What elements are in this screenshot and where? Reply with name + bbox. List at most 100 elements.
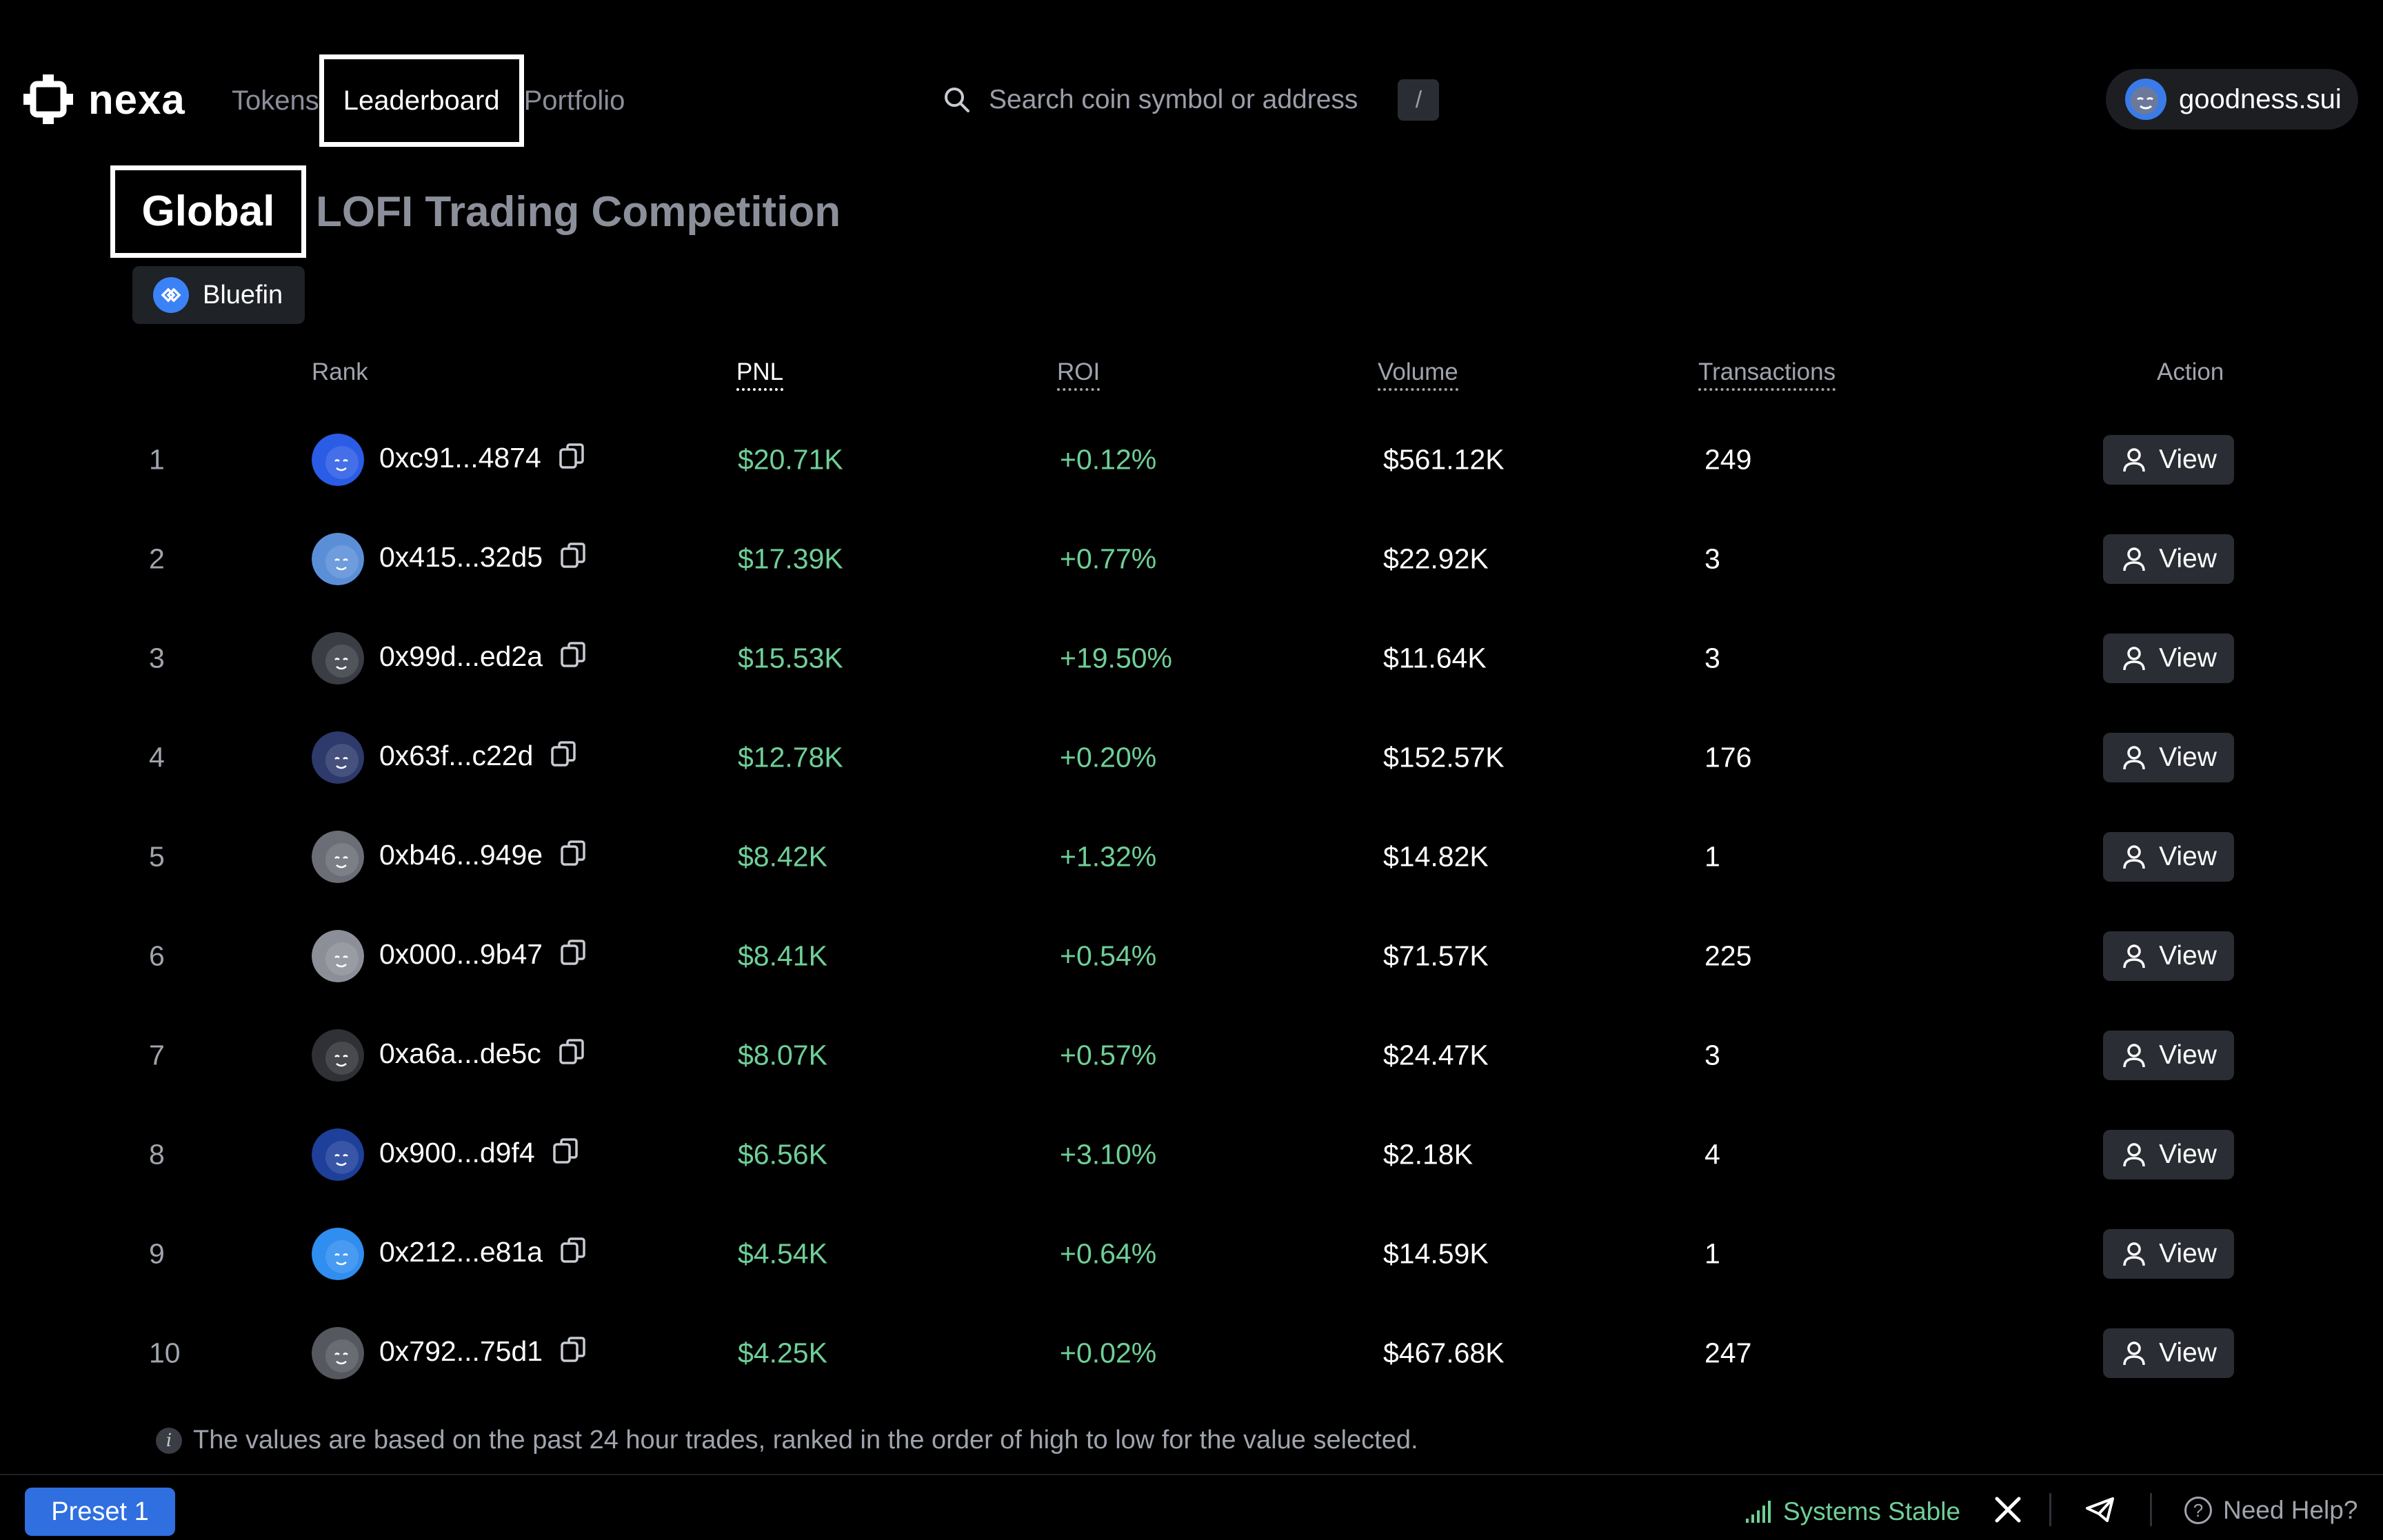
transactions-value: 225: [1705, 940, 1752, 972]
copy-icon[interactable]: [558, 838, 588, 869]
nav-leaderboard[interactable]: Leaderboard: [319, 54, 524, 147]
table-row: 5 0xb46...949e $8.42K +1.32% $14.82K 1 View: [0, 807, 2383, 906]
volume-value: $24.47K: [1383, 1039, 1489, 1071]
search-shortcut-key: /: [1398, 79, 1440, 121]
trader-address[interactable]: 0x212...e81a: [379, 1235, 588, 1273]
nav-portfolio[interactable]: Portfolio: [523, 85, 625, 116]
system-status-text: Systems Stable: [1783, 1497, 1961, 1526]
roi-value: +19.50%: [1060, 642, 1172, 674]
trader-address[interactable]: 0xb46...949e: [379, 838, 588, 875]
trader-address[interactable]: 0xa6a...de5c: [379, 1037, 587, 1074]
header-pnl[interactable]: PNL: [736, 358, 784, 391]
transactions-value: 3: [1705, 1039, 1720, 1071]
view-button[interactable]: View: [2103, 1031, 2234, 1080]
rank: 8: [149, 1138, 165, 1171]
table-row: 8 0x900...d9f4 $6.56K +3.10% $2.18K 4 View: [0, 1105, 2383, 1204]
info-note-text: The values are based on the past 24 hour…: [193, 1426, 1418, 1455]
user-name: goodness.sui: [2179, 83, 2342, 114]
rank: 2: [149, 543, 165, 575]
user-menu-button[interactable]: goodness.sui: [2106, 69, 2358, 130]
transactions-value: 3: [1705, 543, 1720, 575]
user-icon: [2123, 448, 2145, 472]
copy-icon[interactable]: [558, 938, 588, 968]
transactions-value: 176: [1705, 741, 1752, 773]
user-icon: [2123, 1242, 2145, 1266]
pnl-value: $4.54K: [738, 1237, 827, 1270]
user-icon: [2123, 1143, 2145, 1167]
header-transactions[interactable]: Transactions: [1698, 358, 1836, 391]
rank: 5: [149, 840, 165, 873]
tab-competition[interactable]: LOFI Trading Competition: [316, 188, 841, 236]
x-twitter-icon[interactable]: [1994, 1496, 2022, 1523]
table-row: 3 0x99d...ed2a $15.53K +19.50% $11.64K 3 View: [0, 609, 2383, 708]
trader-avatar: [312, 1327, 364, 1379]
view-button[interactable]: View: [2103, 1328, 2234, 1378]
search-input[interactable]: Search coin symbol or address /: [942, 76, 1440, 124]
copy-icon[interactable]: [548, 739, 579, 769]
copy-icon[interactable]: [558, 1335, 588, 1365]
logo-text: nexa: [88, 76, 185, 123]
view-button[interactable]: View: [2103, 832, 2234, 882]
trader-avatar: [312, 831, 364, 883]
nav-tokens[interactable]: Tokens: [232, 85, 319, 116]
tab-global[interactable]: Global: [110, 165, 306, 258]
header-volume[interactable]: Volume: [1378, 358, 1458, 391]
view-button[interactable]: View: [2103, 1229, 2234, 1279]
trader-address[interactable]: 0x99d...ed2a: [379, 640, 588, 677]
copy-icon[interactable]: [556, 1037, 587, 1067]
trader-avatar: [312, 632, 364, 685]
pnl-value: $8.42K: [738, 840, 827, 873]
trader-address[interactable]: 0x415...32d5: [379, 540, 588, 578]
exchange-label: Bluefin: [203, 280, 283, 310]
trader-address[interactable]: 0x63f...c22d: [379, 739, 579, 776]
user-icon: [2123, 647, 2145, 671]
user-icon: [2123, 1341, 2145, 1366]
exchange-filter-badge[interactable]: Bluefin: [132, 266, 305, 324]
logo[interactable]: nexa: [23, 74, 185, 124]
search-icon: [945, 88, 969, 112]
trader-address[interactable]: 0x792...75d1: [379, 1335, 588, 1372]
user-icon: [2123, 1044, 2145, 1068]
pnl-value: $4.25K: [738, 1337, 827, 1369]
preset-button[interactable]: Preset 1: [25, 1488, 175, 1536]
main-nav: Tokens Leaderboard Portfolio: [232, 54, 625, 147]
pnl-value: $6.56K: [738, 1138, 827, 1171]
trader-avatar: [312, 533, 364, 585]
volume-value: $22.92K: [1383, 543, 1489, 575]
view-button[interactable]: View: [2103, 534, 2234, 584]
trader-address[interactable]: 0x000...9b47: [379, 938, 588, 975]
user-avatar-icon: [2125, 79, 2166, 120]
table-row: 9 0x212...e81a $4.54K +0.64% $14.59K 1 View: [0, 1204, 2383, 1304]
roi-value: +0.64%: [1060, 1237, 1157, 1270]
view-button[interactable]: View: [2103, 634, 2234, 683]
help-link[interactable]: ? Need Help?: [2184, 1496, 2357, 1525]
transactions-value: 3: [1705, 642, 1720, 674]
copy-icon[interactable]: [558, 540, 588, 571]
volume-value: $152.57K: [1383, 741, 1505, 773]
view-button[interactable]: View: [2103, 1130, 2234, 1179]
rank: 1: [149, 443, 165, 476]
trader-avatar: [312, 1029, 364, 1082]
view-button[interactable]: View: [2103, 733, 2234, 782]
system-status[interactable]: Systems Stable: [1744, 1497, 1960, 1526]
roi-value: +0.77%: [1060, 543, 1157, 575]
header-roi[interactable]: ROI: [1057, 358, 1100, 391]
trader-address[interactable]: 0xc91...4874: [379, 441, 587, 478]
table-row: 10 0x792...75d1 $4.25K +0.02% $467.68K 247 Vie…: [0, 1304, 2383, 1403]
view-button[interactable]: View: [2103, 931, 2234, 981]
trader-avatar: [312, 434, 364, 486]
copy-icon[interactable]: [558, 640, 588, 670]
rank: 6: [149, 940, 165, 972]
copy-icon[interactable]: [550, 1136, 581, 1166]
view-button[interactable]: View: [2103, 435, 2234, 485]
user-icon: [2123, 547, 2145, 571]
pnl-value: $15.53K: [738, 642, 843, 674]
volume-value: $561.12K: [1383, 443, 1505, 476]
roi-value: +0.02%: [1060, 1337, 1157, 1369]
table-row: 6 0x000...9b47 $8.41K +0.54% $71.57K 225 View: [0, 906, 2383, 1006]
roi-value: +0.57%: [1060, 1039, 1157, 1071]
copy-icon[interactable]: [558, 1235, 588, 1266]
copy-icon[interactable]: [556, 441, 587, 472]
trader-address[interactable]: 0x900...d9f4: [379, 1136, 581, 1173]
telegram-icon[interactable]: [2085, 1496, 2115, 1523]
